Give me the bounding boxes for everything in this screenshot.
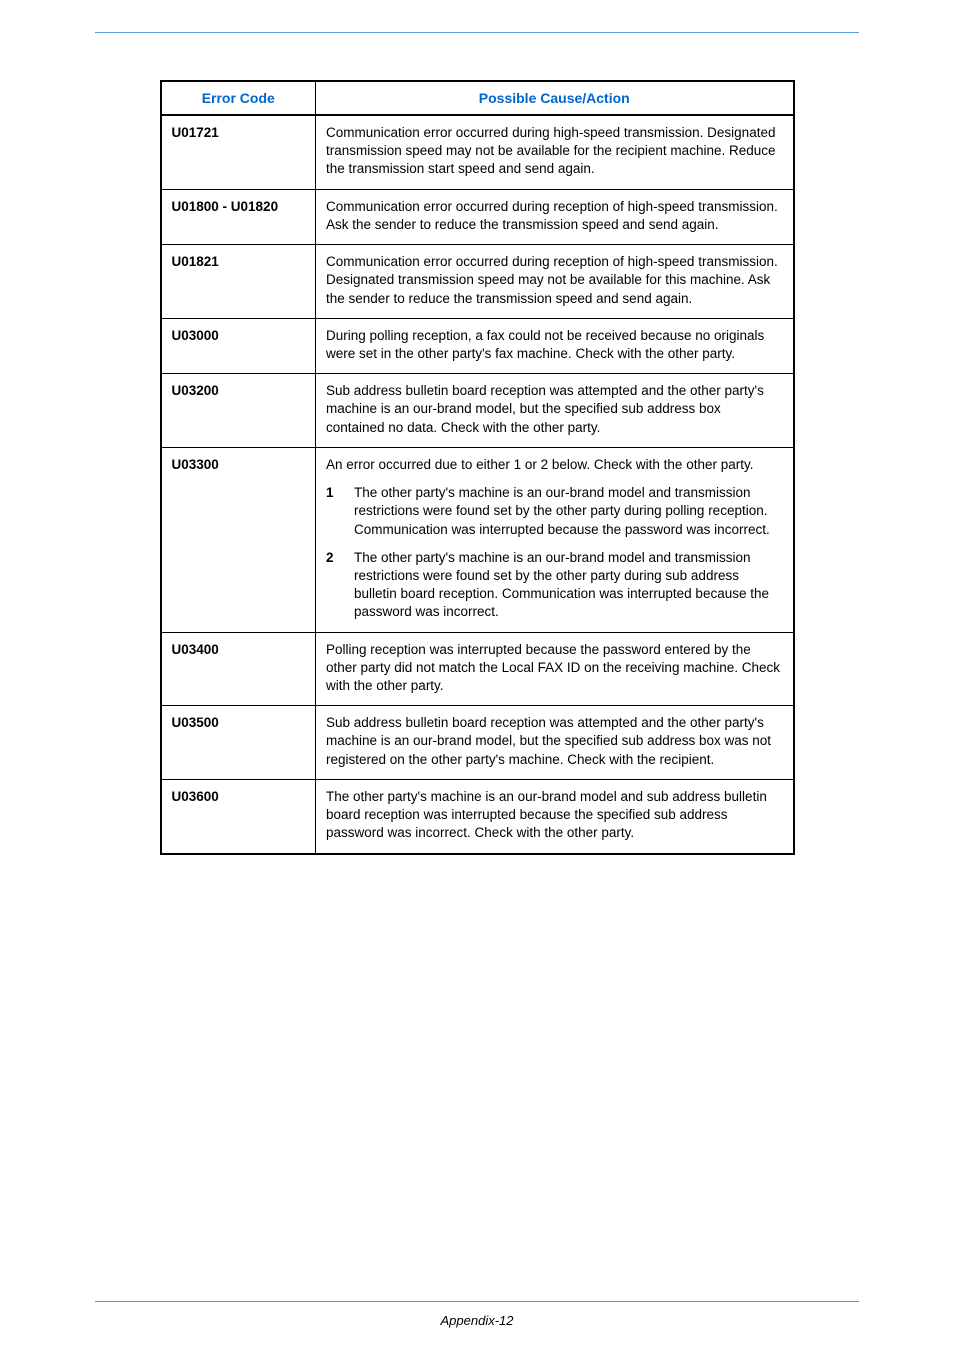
error-code-table: Error Code Possible Cause/Action U01721 … bbox=[160, 80, 795, 855]
cell-action: Polling reception was interrupted becaus… bbox=[316, 632, 794, 706]
cell-code: U03400 bbox=[161, 632, 316, 706]
sublist-text: The other party's machine is an our-bran… bbox=[354, 549, 783, 622]
table-row: U01800 - U01820 Communication error occu… bbox=[161, 189, 794, 244]
sublist-item: 1 The other party's machine is an our-br… bbox=[326, 484, 783, 539]
col-header-error-code: Error Code bbox=[161, 81, 316, 115]
table-row: U03600 The other party's machine is an o… bbox=[161, 779, 794, 853]
sublist-number: 1 bbox=[326, 484, 354, 539]
cell-code: U01721 bbox=[161, 115, 316, 189]
page: Error Code Possible Cause/Action U01721 … bbox=[0, 0, 954, 1350]
sublist-item: 2 The other party's machine is an our-br… bbox=[326, 549, 783, 622]
table-row: U03400 Polling reception was interrupted… bbox=[161, 632, 794, 706]
table-row: U03000 During polling reception, a fax c… bbox=[161, 318, 794, 373]
cell-code: U03200 bbox=[161, 374, 316, 448]
table-row: U03300 An error occurred due to either 1… bbox=[161, 447, 794, 632]
cell-action: During polling reception, a fax could no… bbox=[316, 318, 794, 373]
table-row: U03500 Sub address bulletin board recept… bbox=[161, 706, 794, 780]
cell-action: Communication error occurred during high… bbox=[316, 115, 794, 189]
cell-action: Sub address bulletin board reception was… bbox=[316, 706, 794, 780]
top-divider bbox=[95, 32, 859, 33]
cell-action: Sub address bulletin board reception was… bbox=[316, 374, 794, 448]
table-header-row: Error Code Possible Cause/Action bbox=[161, 81, 794, 115]
cell-intro: An error occurred due to either 1 or 2 b… bbox=[326, 456, 783, 474]
page-footer: Appendix-12 bbox=[0, 1313, 954, 1328]
col-header-action: Possible Cause/Action bbox=[316, 81, 794, 115]
cell-code: U03600 bbox=[161, 779, 316, 853]
cell-code: U03000 bbox=[161, 318, 316, 373]
table-row: U01721 Communication error occurred duri… bbox=[161, 115, 794, 189]
sublist-text: The other party's machine is an our-bran… bbox=[354, 484, 783, 539]
cell-code: U03500 bbox=[161, 706, 316, 780]
table-row: U01821 Communication error occurred duri… bbox=[161, 245, 794, 319]
bottom-divider bbox=[95, 1301, 859, 1302]
cell-action: Communication error occurred during rece… bbox=[316, 245, 794, 319]
sublist-number: 2 bbox=[326, 549, 354, 622]
table-row: U03200 Sub address bulletin board recept… bbox=[161, 374, 794, 448]
cell-code: U01821 bbox=[161, 245, 316, 319]
cell-code: U01800 - U01820 bbox=[161, 189, 316, 244]
cell-action: The other party's machine is an our-bran… bbox=[316, 779, 794, 853]
cell-action: Communication error occurred during rece… bbox=[316, 189, 794, 244]
cell-code: U03300 bbox=[161, 447, 316, 632]
cell-action: An error occurred due to either 1 or 2 b… bbox=[316, 447, 794, 632]
